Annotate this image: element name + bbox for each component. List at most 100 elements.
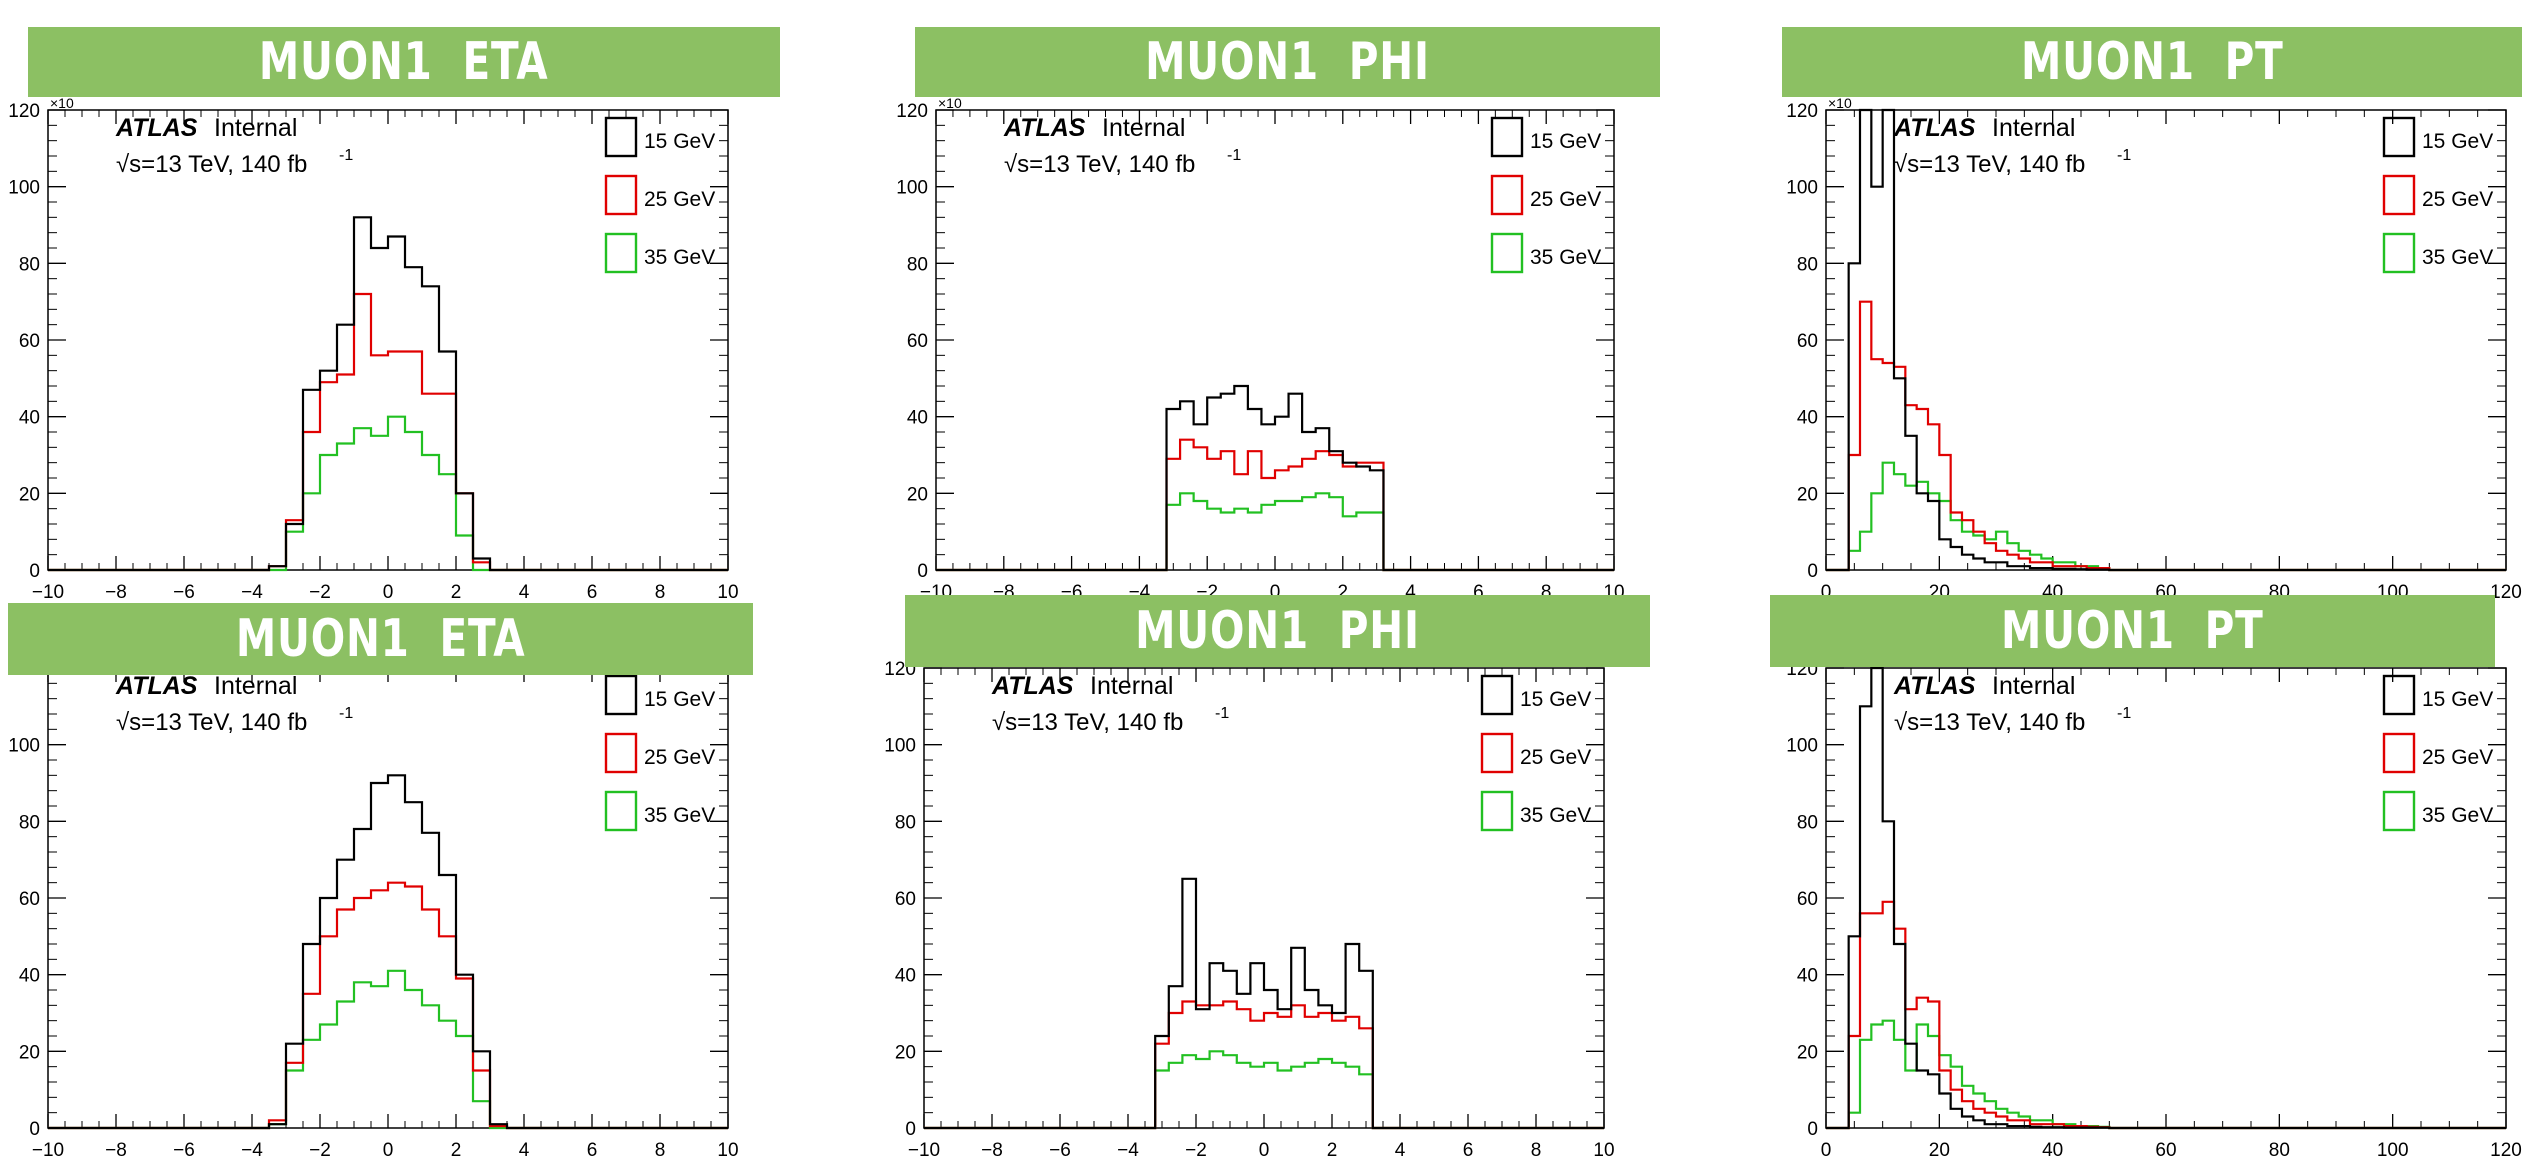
x-tick-label: 0: [1259, 1140, 1270, 1161]
legend-swatch: [2382, 732, 2416, 774]
histogram-series-0: [936, 384, 1614, 572]
legend-swatch: [2382, 674, 2416, 716]
legend-label: 25 GeV: [1520, 746, 1591, 769]
legend-swatch: [604, 674, 638, 716]
histogram-series-2: [48, 415, 728, 572]
legend-swatch: [604, 732, 638, 774]
x-tick-label: −2: [309, 582, 331, 603]
x-tick-label: 4: [1395, 1140, 1406, 1161]
chart-title: MUON1 PHI: [1135, 601, 1420, 661]
chart-title-banner: MUON1 PHI: [905, 595, 1650, 667]
legend-label: 25 GeV: [644, 188, 715, 211]
legend-swatch: [1490, 232, 1524, 274]
x-tick-label: 20: [1929, 1140, 1950, 1161]
y-tick-label: 100: [884, 736, 916, 757]
y-tick-label: 100: [1786, 736, 1818, 757]
y-tick-label: 80: [19, 812, 40, 833]
plot-frame: [47, 109, 729, 571]
x-tick-label: 10: [717, 582, 738, 603]
x-tick-label: 0: [383, 582, 394, 603]
x-tick-label: 8: [655, 582, 666, 603]
x-tick-label: −10: [908, 1140, 940, 1161]
legend-label: 35 GeV: [644, 804, 715, 827]
histogram-series-1: [924, 1000, 1604, 1130]
legend-label: 35 GeV: [644, 246, 715, 269]
histogram-series-0: [48, 774, 728, 1130]
x-tick-label: 10: [717, 1140, 738, 1161]
x-tick-label: −2: [1185, 1140, 1207, 1161]
energy-lumi-label: √s=13 TeV, 140 fb: [1004, 151, 1195, 178]
legend-swatch: [604, 174, 638, 216]
status-label: Internal: [1102, 114, 1185, 142]
legend-label: 25 GeV: [1530, 188, 1601, 211]
y-tick-label: 60: [19, 331, 40, 352]
y-tick-label: 0: [29, 1119, 40, 1140]
chart-panel: −10 −8 −6 −4 −2 0 2 4 6 8 10 0 20 40 60 80 100 120 ×10 ATLA…: [880, 0, 1720, 603]
y-tick-label: 20: [907, 484, 928, 505]
x-tick-label: 4: [1405, 582, 1416, 603]
experiment-label: ATLAS: [1893, 672, 1976, 700]
x-tick-label: 2: [451, 582, 462, 603]
histogram-series-0: [48, 216, 728, 572]
legend-label: 35 GeV: [1530, 246, 1601, 269]
x-tick-label: 120: [2490, 582, 2522, 603]
legend-swatch: [2382, 232, 2416, 274]
x-tick-label: −10: [32, 582, 64, 603]
legend-swatch: [1490, 174, 1524, 216]
x-tick-label: 60: [2155, 1140, 2176, 1161]
x-tick-label: 8: [655, 1140, 666, 1161]
y-tick-label: 0: [905, 1119, 916, 1140]
x-tick-label: 0: [1821, 582, 1832, 603]
lumi-exponent: -1: [2117, 147, 2131, 164]
chart-title-banner: MUON1 ETA: [28, 27, 780, 97]
legend-swatch: [1480, 790, 1514, 832]
y-tick-label: 60: [1797, 889, 1818, 910]
x-tick-label: −4: [241, 582, 263, 603]
histogram-series-2: [1826, 1019, 2506, 1130]
x-tick-label: 4: [519, 1140, 530, 1161]
y-tick-label: 0: [917, 561, 928, 582]
lumi-exponent: -1: [339, 705, 353, 722]
y-tick-label: 100: [8, 736, 40, 757]
legend-label: 25 GeV: [2422, 746, 2493, 769]
chart-panel: 0 20 40 60 80 100 120 0 20 40 60 80 100 120 ATLAS Inter…: [1760, 587, 2532, 1174]
chart-title: MUON1 PT: [2001, 601, 2264, 661]
y-tick-label: 20: [19, 1042, 40, 1063]
x-tick-label: 40: [2042, 1140, 2063, 1161]
energy-lumi-label: √s=13 TeV, 140 fb: [1894, 151, 2085, 178]
x-tick-label: 8: [1541, 582, 1552, 603]
chart-panel: 0 20 40 60 80 100 120 0 20 40 60 80 100 120 ×10 ATLAS In…: [1760, 0, 2532, 603]
x-tick-label: 6: [1463, 1140, 1474, 1161]
legend-swatch: [1480, 674, 1514, 716]
histogram-series-0: [1826, 108, 2506, 572]
status-label: Internal: [1090, 672, 1173, 700]
legend-label: 35 GeV: [1520, 804, 1591, 827]
legend-swatch: [604, 232, 638, 274]
chart-title-banner: MUON1 PHI: [915, 27, 1660, 97]
y-tick-label: 120: [1786, 101, 1818, 122]
status-label: Internal: [1992, 672, 2075, 700]
x-tick-label: −8: [105, 582, 127, 603]
energy-lumi-label: √s=13 TeV, 140 fb: [116, 151, 307, 178]
y-tick-label: 120: [896, 101, 928, 122]
experiment-label: ATLAS: [115, 672, 198, 700]
experiment-label: ATLAS: [991, 672, 1074, 700]
chart-panel: −10 −8 −6 −4 −2 0 2 4 6 8 10 0 20 40 60 80 100 120 ATLAS In…: [880, 587, 1720, 1174]
y-tick-label: 20: [1797, 1042, 1818, 1063]
y-tick-label: 80: [19, 254, 40, 275]
y-tick-label: 100: [896, 178, 928, 199]
legend-label: 15 GeV: [2422, 130, 2493, 153]
x-tick-label: 0: [383, 1140, 394, 1161]
chart-title: MUON1 ETA: [235, 609, 526, 669]
x-tick-label: 120: [2490, 1140, 2522, 1161]
legend-swatch: [1490, 116, 1524, 158]
chart-title: MUON1 PT: [2020, 32, 2284, 92]
y-tick-label: 120: [8, 101, 40, 122]
y-axis-multiplier: ×10: [1828, 95, 1852, 111]
legend-swatch: [604, 116, 638, 158]
legend-swatch: [2382, 174, 2416, 216]
